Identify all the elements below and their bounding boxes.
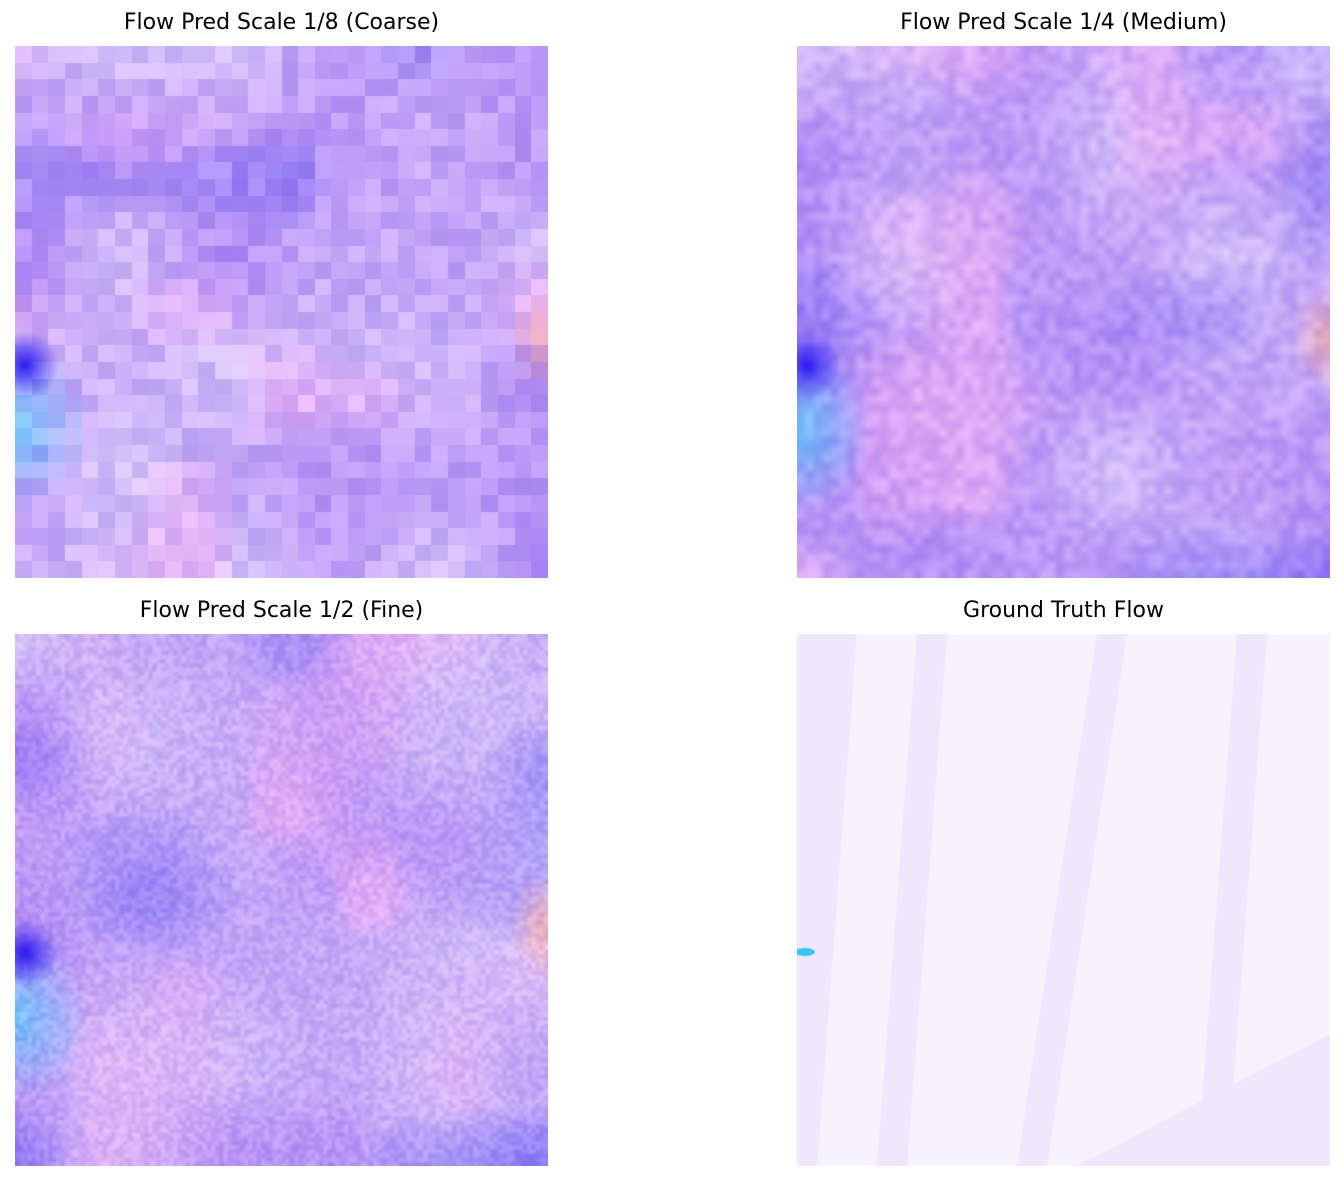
- panel-title-ground-truth: Ground Truth Flow: [963, 598, 1164, 623]
- panel-coarse: Flow Pred Scale 1/8 (Coarse): [15, 10, 548, 578]
- flow-image-medium: [797, 46, 1330, 578]
- panel-fine: Flow Pred Scale 1/2 (Fine): [15, 598, 548, 1166]
- panel-title-fine: Flow Pred Scale 1/2 (Fine): [139, 598, 424, 623]
- flow-image-fine: [15, 634, 548, 1166]
- flow-image-ground-truth: [797, 634, 1330, 1166]
- panel-medium: Flow Pred Scale 1/4 (Medium): [797, 10, 1330, 578]
- panel-title-coarse: Flow Pred Scale 1/8 (Coarse): [123, 10, 440, 35]
- panel-ground-truth: Ground Truth Flow: [797, 598, 1330, 1166]
- flow-image-coarse: [15, 46, 548, 578]
- panel-title-medium: Flow Pred Scale 1/4 (Medium): [900, 10, 1227, 35]
